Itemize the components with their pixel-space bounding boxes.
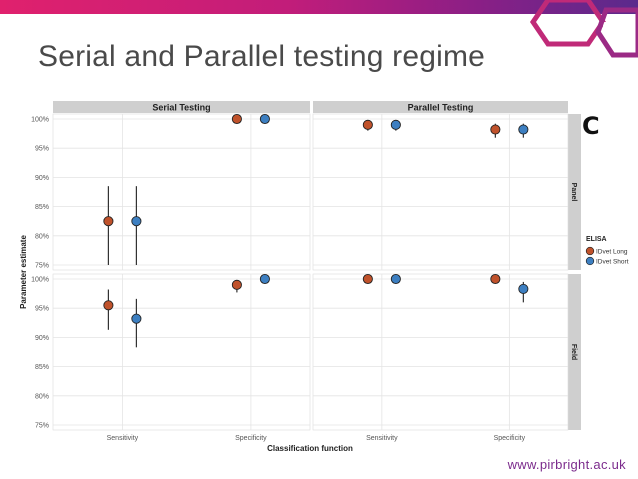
y-tick-label: 80%	[35, 233, 49, 240]
y-tick-label: 90%	[35, 175, 49, 182]
y-tick-label: 75%	[35, 423, 49, 430]
data-point	[259, 113, 270, 125]
column-strip-label: Serial Testing	[152, 103, 210, 113]
facet-panel	[312, 113, 569, 271]
y-tick-label: 75%	[35, 263, 49, 270]
facet-panel	[52, 273, 311, 431]
data-point	[259, 273, 270, 285]
data-point	[490, 124, 501, 135]
data-point	[518, 283, 529, 294]
slide-title: Serial and Parallel testing regime	[38, 40, 486, 73]
row-strip	[568, 114, 581, 270]
row-strip-label: Panel	[570, 183, 577, 202]
facet-panel	[52, 113, 311, 271]
data-point	[231, 279, 242, 290]
facet-panel	[312, 273, 569, 431]
y-tick-label: 95%	[35, 306, 49, 313]
data-point	[490, 273, 501, 285]
hexagon-decoration-icon	[529, 0, 638, 60]
legend-label: IDvet Long	[596, 249, 628, 256]
row-strip	[568, 274, 581, 430]
x-tick-label: Specificity	[235, 435, 267, 442]
y-tick-label: 85%	[35, 204, 49, 211]
data-point	[103, 300, 114, 311]
data-point	[231, 113, 242, 125]
legend-label: IDvet Short	[596, 259, 629, 266]
y-tick-label: 80%	[35, 393, 49, 400]
data-point	[131, 313, 142, 324]
y-tick-label: 85%	[35, 364, 49, 371]
legend-swatch	[585, 246, 595, 256]
data-point	[362, 119, 373, 130]
data-point	[390, 119, 401, 130]
y-tick-label: 95%	[35, 146, 49, 153]
column-strip	[313, 101, 568, 113]
panel-letter: C	[582, 112, 600, 140]
column-strip-label: Parallel Testing	[408, 103, 474, 113]
legend-swatch	[585, 256, 595, 266]
x-tick-label: Sensitivity	[107, 435, 139, 442]
x-tick-label: Specificity	[494, 435, 526, 442]
footer-url[interactable]: www.pirbright.ac.uk	[507, 457, 626, 472]
legend-title: ELISA	[586, 236, 607, 243]
y-tick-label: 90%	[35, 335, 49, 342]
data-point	[362, 273, 373, 285]
top-color-bar	[0, 0, 638, 14]
data-point	[103, 216, 114, 227]
y-tick-label: 100%	[31, 277, 49, 284]
data-point	[518, 124, 529, 135]
y-axis-title: Parameter estimate	[19, 235, 28, 309]
row-strip-label: Field	[570, 344, 577, 360]
data-point	[131, 216, 142, 227]
y-tick-label: 100%	[31, 117, 49, 124]
data-point	[390, 273, 401, 285]
column-strip	[53, 101, 310, 113]
x-tick-label: Sensitivity	[366, 435, 398, 442]
x-axis-title: Classification function	[267, 444, 353, 453]
